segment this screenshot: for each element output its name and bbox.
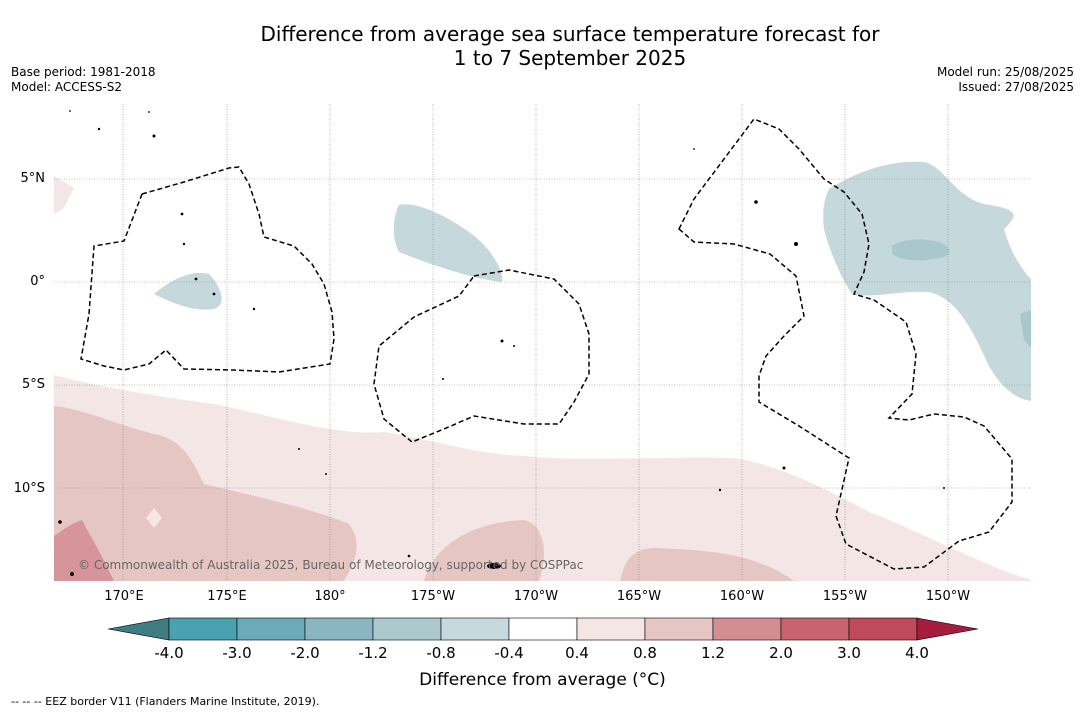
title-line-2: 1 to 7 September 2025 (453, 46, 687, 70)
colorbar-tick: -2.0 (290, 644, 320, 662)
chart-title: Difference from average sea surface temp… (0, 22, 1085, 70)
lon-label: 175°E (207, 589, 247, 604)
lat-label-10s: 10°S (13, 481, 45, 496)
anomaly-region-warm-mid (54, 406, 357, 581)
eez-border-central (373, 269, 590, 443)
island (194, 277, 198, 281)
lat-label-5n: 5°N (20, 171, 46, 186)
model-name: Model: ACCESS-S2 (11, 80, 123, 94)
island (152, 134, 156, 138)
anomaly-region-warm-strong (54, 520, 114, 581)
island (180, 212, 184, 216)
meta-right: Model run: 25/08/2025 Issued: 27/08/2025 (937, 65, 1074, 95)
colorbar-segment (576, 617, 646, 641)
colorbar-tick: -1.2 (358, 644, 388, 662)
colorbar (108, 617, 978, 641)
meta-left: Base period: 1981-2018 Model: ACCESS-S2 (11, 65, 156, 95)
islands (58, 110, 945, 576)
island (182, 242, 186, 246)
colorbar-segment (508, 617, 578, 641)
eez-border-east (678, 118, 1013, 570)
island (718, 488, 722, 492)
island (442, 378, 444, 380)
colorbar-tick: -0.8 (426, 644, 456, 662)
lon-label: 165°W (616, 589, 662, 604)
eez-legend-note: -- -- -- EEZ border V11 (Flanders Marine… (11, 695, 320, 708)
island (782, 466, 786, 470)
sst-anomaly-map (54, 104, 1031, 581)
lon-label: 170°W (513, 589, 559, 604)
island (325, 473, 327, 475)
anomaly-region-warm-mid-east (620, 548, 794, 581)
lon-label: 160°W (719, 589, 765, 604)
anomaly-region-warm-islet (146, 508, 162, 528)
lat-label-0: 0° (30, 274, 45, 289)
lon-label: 155°W (822, 589, 868, 604)
island (70, 572, 74, 576)
anomaly-region-cool-central (393, 204, 503, 282)
colorbar-tick: 2.0 (769, 644, 793, 662)
lon-label: 150°W (925, 589, 971, 604)
island (58, 520, 62, 524)
island (794, 242, 798, 246)
island (407, 554, 411, 558)
island (487, 563, 501, 569)
copyright-notice: © Commonwealth of Australia 2025, Bureau… (78, 558, 584, 572)
colorbar-segment (304, 617, 374, 641)
island (252, 307, 256, 311)
anomaly-region-cool-east-edge (1020, 310, 1031, 348)
island (754, 200, 758, 204)
colorbar-tick: 3.0 (837, 644, 861, 662)
island (148, 111, 150, 113)
lon-label: 180° (314, 589, 346, 604)
island (97, 127, 101, 131)
island (500, 339, 504, 343)
model-run: Model run: 25/08/2025 (936, 65, 1074, 79)
island (69, 110, 71, 112)
colorbar-tick: -0.4 (494, 644, 524, 662)
colorbar-segment (236, 617, 306, 641)
eez-borders (80, 118, 1013, 570)
island (513, 345, 515, 347)
colorbar-segment (372, 617, 442, 641)
colorbar-segment (168, 617, 238, 641)
colorbar-tick: 0.8 (633, 644, 657, 662)
anomaly-region-warm-light-north (54, 176, 74, 214)
colorbar-cap-high (916, 617, 978, 641)
colorbar-tick: -4.0 (154, 644, 184, 662)
colorbar-segment (780, 617, 850, 641)
colorbar-segment (440, 617, 510, 641)
gridlines (54, 104, 1031, 581)
island (943, 487, 945, 489)
issued-date: Issued: 27/08/2025 (958, 80, 1074, 94)
colorbar-cap-low (108, 617, 170, 641)
anomaly-region-cool-east (823, 161, 1031, 401)
colorbar-tick: -3.0 (222, 644, 252, 662)
colorbar-segment (848, 617, 918, 641)
lat-label-5s: 5°S (21, 377, 45, 392)
base-period: Base period: 1981-2018 (11, 65, 156, 79)
lon-label: 170°E (104, 589, 144, 604)
eez-border-west (80, 166, 335, 373)
title-line-1: Difference from average sea surface temp… (260, 22, 880, 46)
lon-label: 175°W (410, 589, 456, 604)
island (298, 448, 300, 450)
island (693, 148, 695, 150)
anomaly-region-cool-east-inner (892, 239, 950, 261)
colorbar-tick: 1.2 (701, 644, 725, 662)
island (212, 292, 216, 296)
colorbar-segment (644, 617, 714, 641)
colorbar-segment (712, 617, 782, 641)
colorbar-tick: 0.4 (565, 644, 589, 662)
colorbar-label: Difference from average (°C) (419, 670, 666, 690)
anomaly-region-warm-mid-south (424, 520, 544, 581)
colorbar-tick: 4.0 (905, 644, 929, 662)
